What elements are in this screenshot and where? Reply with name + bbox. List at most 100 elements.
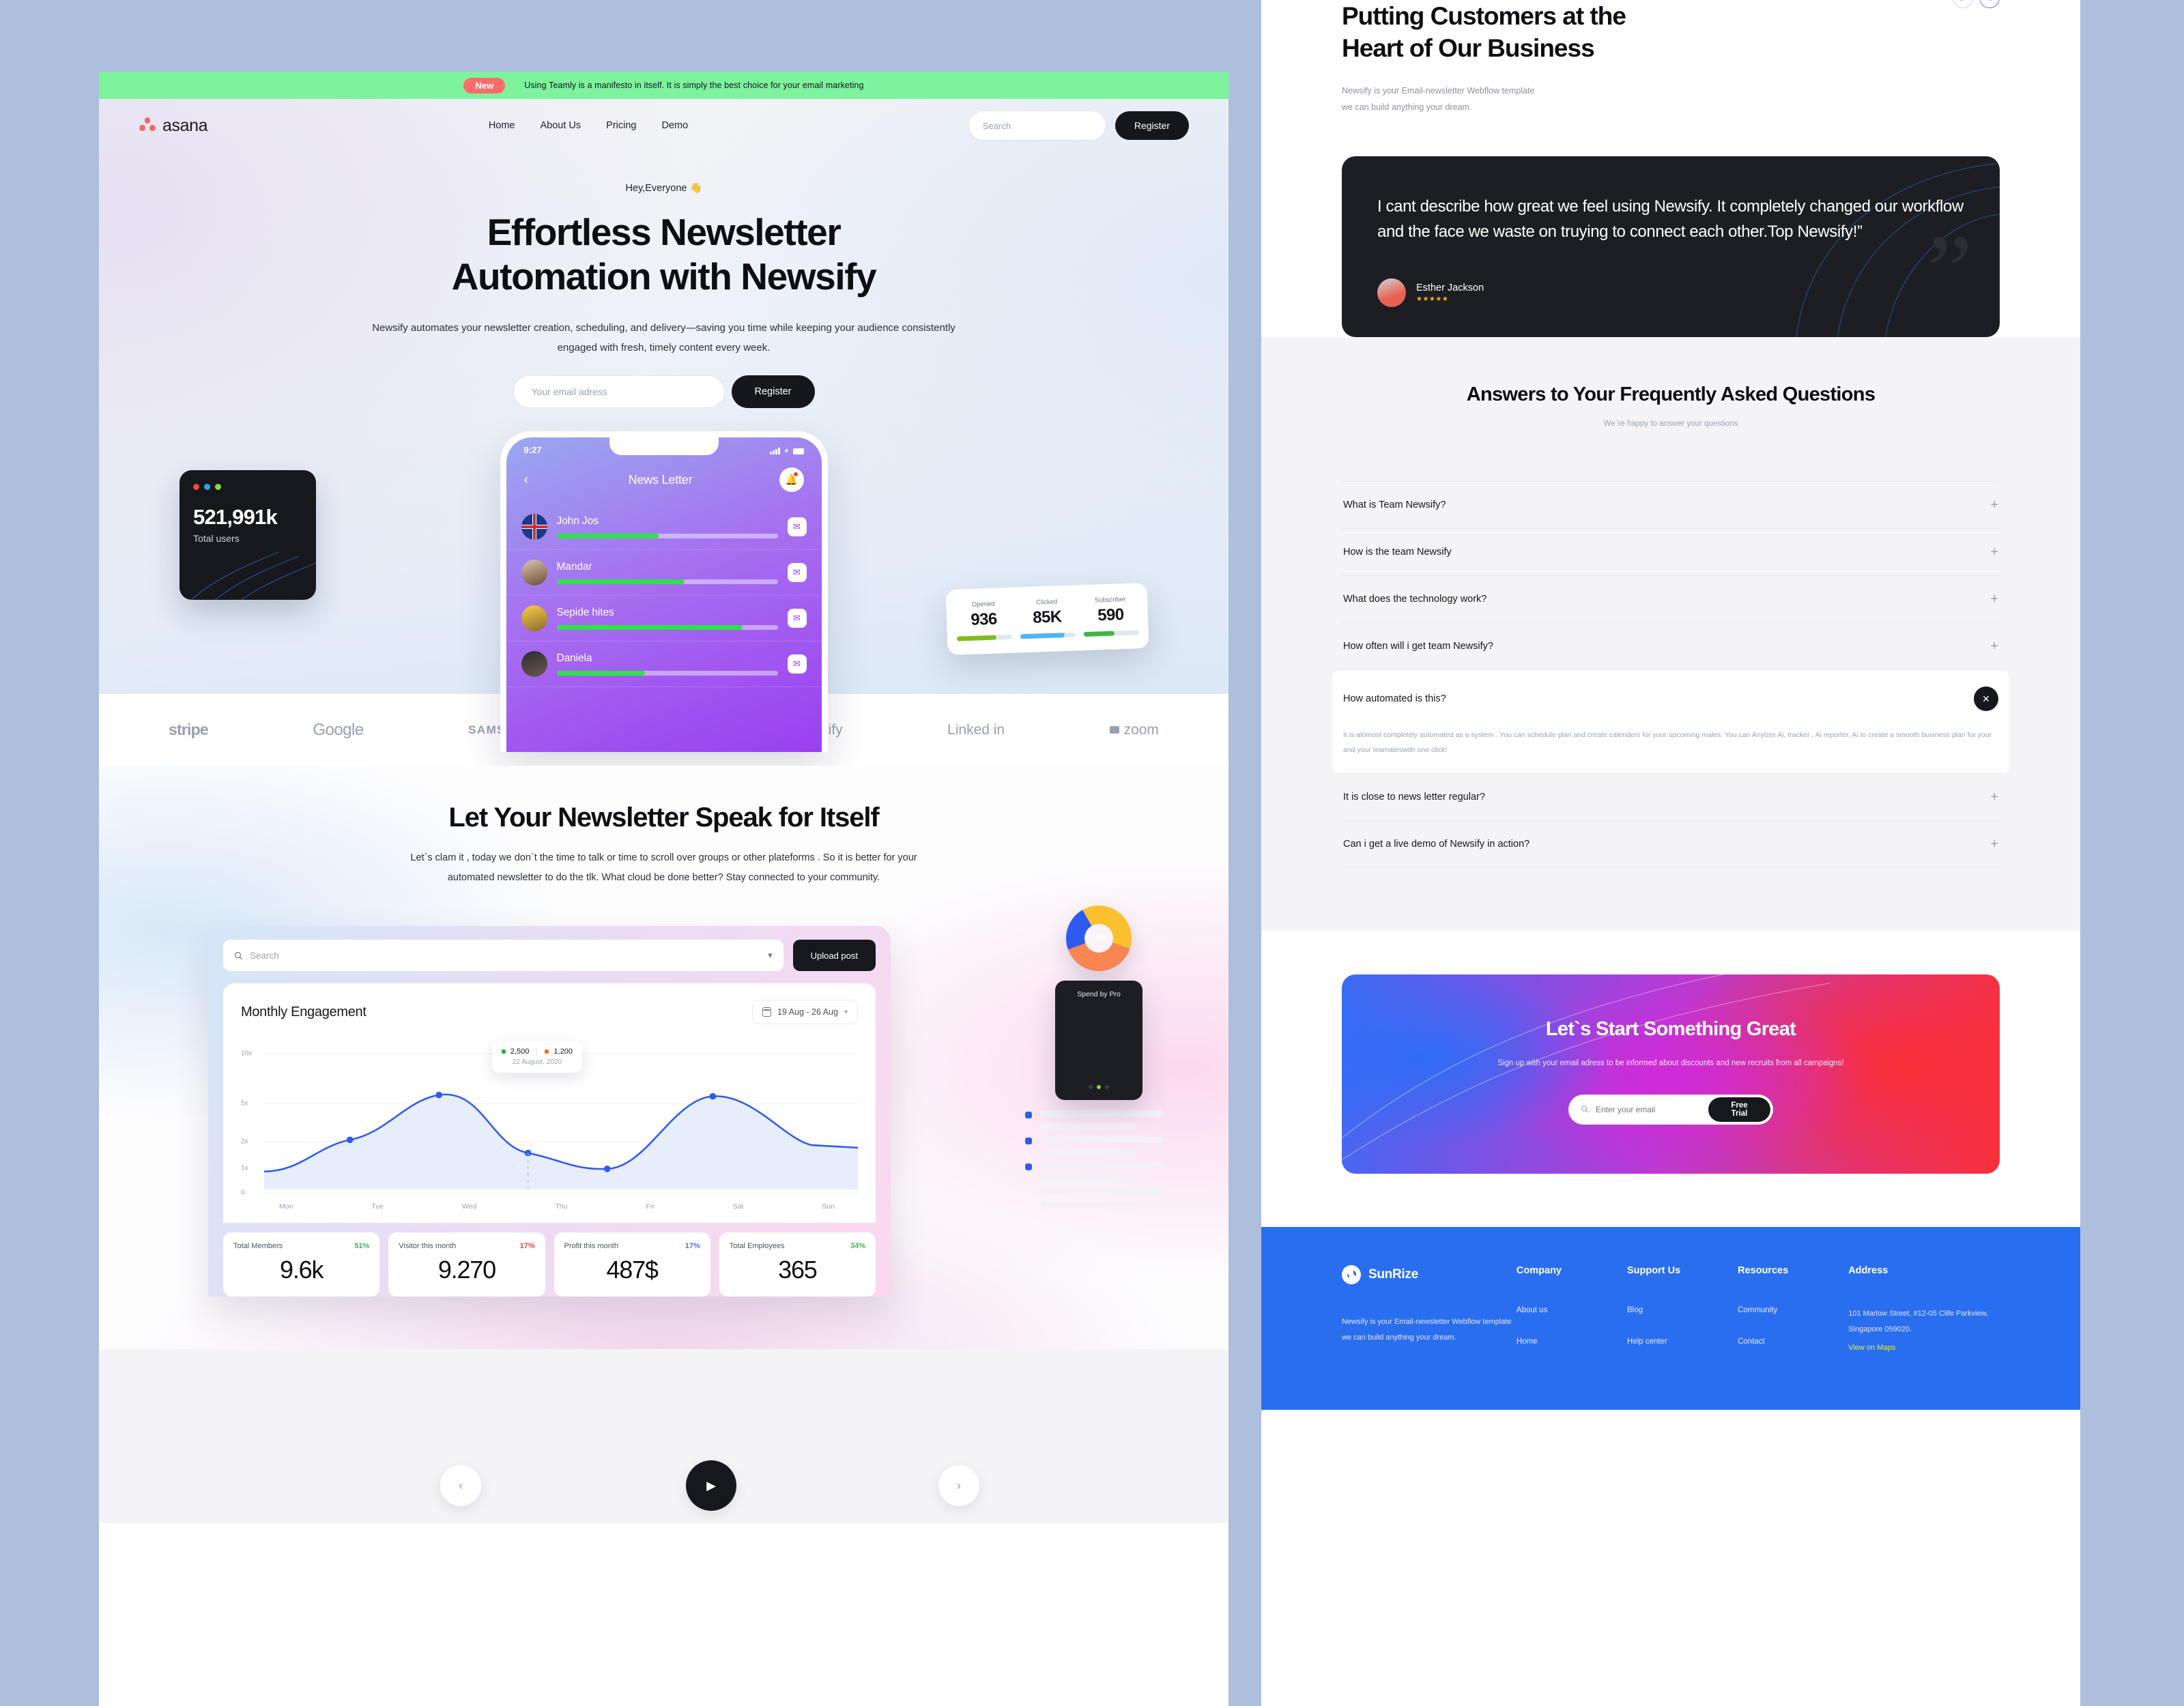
kpi-percent: 34% bbox=[850, 1242, 865, 1251]
tooltip-date: 22 August, 2020 bbox=[512, 1058, 562, 1067]
progress-bar bbox=[956, 635, 1013, 641]
plus-icon[interactable]: + bbox=[1990, 592, 1998, 607]
list-item[interactable]: Mandar ✉ bbox=[506, 550, 822, 596]
date-range-selector[interactable]: 19 Aug - 26 Aug ▾ bbox=[752, 1000, 858, 1025]
kpi-card-row: Total Members 51% 9.6k Visitor this mont… bbox=[223, 1232, 876, 1297]
footer-link-blog[interactable]: Blog bbox=[1627, 1305, 1643, 1314]
upload-post-button[interactable]: Upload post bbox=[792, 940, 876, 972]
phone-status-icons: ◕ bbox=[770, 446, 804, 454]
footer-column-heading: Resources bbox=[1738, 1264, 1789, 1276]
decorative-swirl-icon bbox=[190, 551, 316, 601]
faq-question: How is the team Newsify bbox=[1343, 547, 1452, 558]
testimonial-title-line1: Putting Customers at the bbox=[1342, 2, 1626, 30]
list-item[interactable]: Daniela ✉ bbox=[506, 641, 822, 688]
bell-icon[interactable]: 🔔 bbox=[779, 467, 804, 493]
footer-link-contact[interactable]: Contact bbox=[1738, 1337, 1765, 1346]
announcement-bar: New Using Teamly is a manifesto in itsel… bbox=[99, 72, 1228, 99]
mail-icon[interactable]: ✉ bbox=[787, 517, 807, 537]
tooltip-value-1: 2,500 bbox=[510, 1047, 530, 1056]
footer-link-help-center[interactable]: Help center bbox=[1627, 1337, 1667, 1346]
faq-question: How often will i get team Newsify? bbox=[1343, 641, 1493, 652]
section-subtitle: Let`s clam it , today we don`t the time … bbox=[410, 852, 917, 884]
phone-mockup: 9:27 ◕ ‹ News Letter 🔔 bbox=[500, 431, 828, 753]
faq-item-how-often-will-i-get-team-newsify[interactable]: How often will i get team Newsify? + bbox=[1342, 622, 2000, 669]
chevron-down-icon[interactable]: ▾ bbox=[768, 950, 773, 961]
carousel-prev-button[interactable]: ‹ bbox=[440, 1465, 481, 1507]
cta-email-input[interactable] bbox=[1595, 1104, 1701, 1114]
brand-logo[interactable]: asana bbox=[139, 116, 208, 136]
footer-link-community[interactable]: Community bbox=[1738, 1305, 1778, 1314]
plus-icon[interactable]: + bbox=[1990, 836, 1998, 852]
hero-title-line2: Automation with Newsify bbox=[451, 255, 877, 298]
footer-link-home[interactable]: Home bbox=[1516, 1337, 1538, 1346]
nav-item-pricing[interactable]: Pricing bbox=[606, 120, 637, 131]
chevron-left-icon[interactable]: ‹ bbox=[523, 472, 529, 487]
testimonial-subtitle-line2: we can build anything your dream. bbox=[1342, 102, 1472, 113]
footer-columns: SunRize Newsify is your Email-newsletter… bbox=[1342, 1264, 2000, 1369]
y-tick-label: 5x bbox=[241, 1099, 248, 1108]
avatar bbox=[1377, 278, 1406, 308]
phone-screen-title: News Letter bbox=[628, 472, 693, 487]
announcement-text: Using Teamly is a manifesto in itself. I… bbox=[524, 81, 864, 90]
mail-icon[interactable]: ✉ bbox=[787, 563, 807, 583]
nav-item-about-us[interactable]: About Us bbox=[540, 120, 581, 131]
kpi-value: 9.6k bbox=[280, 1256, 324, 1284]
faq-item-how-automated-is-this[interactable]: How automated is this? ✕ It is alomost c… bbox=[1332, 669, 2009, 773]
quote-mark-icon: ” bbox=[1927, 214, 1972, 328]
footer-link-view-on-maps[interactable]: View on Maps bbox=[1848, 1343, 1896, 1352]
mail-icon[interactable]: ✉ bbox=[787, 609, 807, 628]
hero-email-input[interactable] bbox=[513, 375, 725, 409]
y-tick-label: 0 bbox=[241, 1189, 245, 1197]
chart-header: Monthly Engagement 19 Aug - 26 Aug ▾ bbox=[241, 1000, 858, 1025]
arrow-left-icon[interactable]: ← bbox=[1953, 0, 1973, 8]
plus-icon[interactable]: + bbox=[1990, 497, 1998, 513]
metric-value: 936 bbox=[970, 609, 998, 630]
nav-search-input[interactable]: Search bbox=[968, 111, 1106, 140]
kpi-value: 365 bbox=[778, 1256, 818, 1284]
faq-item-how-is-the-team-newsify[interactable]: How is the team Newsify + bbox=[1342, 528, 2000, 575]
plus-icon[interactable]: + bbox=[1990, 545, 1998, 560]
kpi-percent: 17% bbox=[685, 1242, 700, 1251]
footer-column-heading: Support Us bbox=[1627, 1264, 1681, 1276]
phone-notch bbox=[609, 437, 719, 456]
footer-column-resources: Resources Community Contact bbox=[1738, 1265, 1848, 1369]
hero-title-line1: Effortless Newsletter bbox=[487, 211, 842, 253]
faq-item-can-i-get-a-live-demo[interactable]: Can i get a live demo of Newsify in acti… bbox=[1342, 820, 2000, 868]
nav-item-home[interactable]: Home bbox=[488, 120, 515, 131]
donut-ring: 20% bbox=[1066, 906, 1132, 972]
list-item[interactable]: John Jos ✉ bbox=[506, 504, 822, 551]
faq-item-what-is-team-newsify[interactable]: What is Team Newsify? + bbox=[1342, 481, 2000, 528]
metric-value: 590 bbox=[1097, 605, 1124, 625]
avatar bbox=[521, 605, 547, 632]
carousel-dots[interactable] bbox=[1055, 1085, 1143, 1090]
landing-page-preview-left: New Using Teamly is a manifesto in itsel… bbox=[99, 72, 1228, 1706]
phone-header: ‹ News Letter 🔔 bbox=[506, 455, 822, 493]
footer-link-about-us[interactable]: About us bbox=[1516, 1305, 1548, 1314]
list-item[interactable]: Sepide hites ✉ bbox=[506, 596, 822, 642]
close-icon[interactable]: ✕ bbox=[1974, 686, 1998, 712]
faq-item-it-is-close-to-news-letter-regular[interactable]: It is close to news letter regular? + bbox=[1342, 772, 2000, 820]
footer-column-heading: Address bbox=[1848, 1264, 1888, 1276]
hero-register-button[interactable]: Register bbox=[731, 375, 815, 409]
search-icon bbox=[235, 951, 243, 959]
mail-icon[interactable]: ✉ bbox=[787, 654, 807, 674]
navbar-actions: Search Register bbox=[968, 111, 1189, 140]
faq-item-what-does-the-technology-work[interactable]: What does the technology work? + bbox=[1342, 575, 2000, 622]
spend-donut-chart: 20% bbox=[1066, 906, 1132, 972]
dashboard-mockup-area: 20% Spend by Pro bbox=[99, 906, 1228, 1349]
monthly-engagement-chart-card: Monthly Engagement 19 Aug - 26 Aug ▾ 10x… bbox=[223, 983, 876, 1224]
plus-icon[interactable]: + bbox=[1990, 789, 1998, 805]
kpi-value: 487$ bbox=[606, 1256, 658, 1284]
free-trial-button[interactable]: Free Trial bbox=[1708, 1097, 1770, 1122]
skeleton-list-decoration bbox=[1025, 1110, 1163, 1214]
footer-column-address: Address 101 Marlow Street, #12-05 Clife … bbox=[1848, 1265, 2000, 1369]
nav-item-demo[interactable]: Demo bbox=[661, 120, 689, 131]
dashboard-search-input[interactable]: Search ▾ bbox=[223, 940, 784, 972]
phone-screen: 9:27 ◕ ‹ News Letter 🔔 bbox=[506, 437, 822, 753]
carousel-play-button[interactable]: ▶ bbox=[686, 1460, 736, 1512]
carousel-next-button[interactable]: › bbox=[938, 1465, 979, 1507]
plus-icon[interactable]: + bbox=[1990, 639, 1998, 654]
hero-signup-form: Register bbox=[99, 375, 1228, 409]
nav-register-button[interactable]: Register bbox=[1115, 111, 1189, 140]
arrow-right-icon[interactable]: → bbox=[1979, 0, 2000, 8]
